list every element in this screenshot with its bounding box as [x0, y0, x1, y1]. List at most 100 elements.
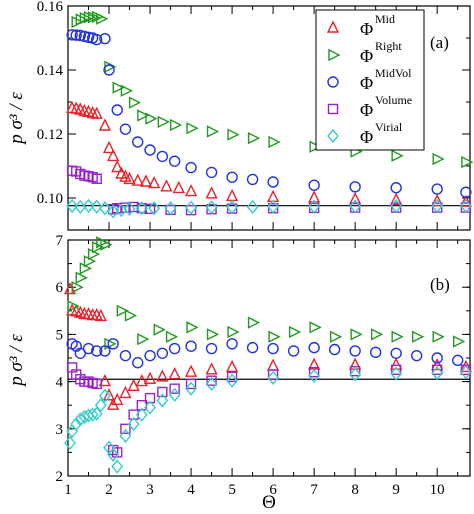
point-virial [267, 370, 280, 385]
point-right [268, 135, 281, 149]
point-midvol [156, 347, 169, 359]
point-right [247, 132, 261, 145]
point-right [112, 81, 125, 94]
y-tick-label: 5 [56, 327, 64, 343]
point-virial [308, 368, 321, 384]
point-mid [90, 106, 103, 119]
point-volume [169, 383, 180, 394]
point-volume [267, 369, 279, 380]
point-right [157, 115, 170, 128]
point-right [153, 323, 166, 336]
point-mid [459, 194, 473, 207]
point-midvol [91, 345, 103, 357]
point-midvol [267, 176, 279, 188]
point-right [169, 118, 183, 132]
point-midvol [99, 32, 111, 45]
y-tick-label: 3 [56, 422, 64, 438]
point-right [87, 11, 101, 24]
point-midvol [185, 340, 197, 352]
point-virial [205, 200, 218, 215]
point-volume [308, 366, 320, 378]
series-virial [64, 365, 472, 474]
point-mid [123, 171, 136, 185]
point-right [391, 149, 404, 162]
legend-sup-midvol: MidVol [375, 66, 412, 80]
point-midvol [226, 338, 238, 350]
legend-label-midvol: Φ [360, 73, 373, 93]
legend-marker-volume [327, 103, 339, 115]
point-right [432, 152, 445, 166]
point-virial [459, 365, 472, 380]
point-virial [308, 199, 321, 214]
point-mid [205, 362, 218, 375]
point-virial [144, 400, 156, 415]
point-right [370, 328, 384, 341]
point-right [71, 281, 84, 294]
x-tick-label: 8 [351, 482, 359, 498]
point-midvol [328, 343, 341, 356]
point-right [288, 325, 302, 339]
point-virial [349, 367, 362, 382]
point-midvol [119, 349, 132, 362]
x-tick-label: 1 [64, 482, 72, 498]
legend-sup-mid: Mid [375, 12, 395, 26]
point-right [137, 109, 150, 122]
point-mid [148, 176, 161, 189]
point-volume [91, 378, 102, 390]
point-mid [431, 357, 444, 371]
point-right [309, 140, 322, 153]
y-tick-label: 0.16 [37, 0, 64, 15]
point-virial [226, 199, 238, 215]
point-midvol [74, 347, 87, 359]
point-virial [111, 459, 124, 474]
panel-b-xlabel: Θ [262, 492, 276, 513]
panel-b-label: (b) [430, 275, 450, 294]
point-midvol [91, 33, 103, 46]
point-virial [127, 416, 140, 432]
panel-b-x-tick-labels: 1 2 3 4 5 6 7 8 9 10 [64, 482, 444, 498]
point-virial [156, 393, 169, 408]
point-right [116, 304, 129, 317]
point-mid [131, 173, 144, 186]
point-midvol [205, 166, 218, 179]
point-midvol [349, 345, 361, 357]
point-virial [74, 412, 87, 427]
point-right [329, 330, 343, 343]
panel-b-ylabel: p σ³ / ε [6, 334, 27, 388]
point-mid [168, 366, 181, 380]
panel-b-marks [63, 236, 473, 474]
point-volume [185, 378, 197, 390]
point-midvol [431, 352, 443, 364]
point-volume [91, 173, 102, 185]
legend-marker-midvol [327, 76, 339, 88]
point-virial [185, 200, 197, 215]
point-right [100, 238, 113, 251]
point-midvol [82, 31, 95, 44]
point-mid [98, 118, 112, 131]
point-virial [349, 199, 362, 214]
point-virial [390, 198, 403, 214]
point-midvol [66, 29, 78, 41]
point-volume [120, 423, 131, 434]
panel-a-label: (a) [430, 33, 449, 52]
point-mid [111, 392, 124, 406]
point-virial [205, 376, 218, 392]
point-midvol [70, 29, 82, 41]
point-volume [349, 366, 361, 377]
point-midvol [107, 338, 119, 350]
point-virial [123, 201, 136, 216]
point-right [67, 299, 80, 313]
panel-a-y-tick-labels: 0.10 0.12 0.14 0.16 [37, 0, 64, 207]
point-midvol [156, 150, 169, 163]
point-right [227, 128, 240, 141]
point-right [96, 12, 109, 25]
point-mid [431, 193, 444, 207]
point-volume [431, 364, 443, 375]
point-mid [205, 186, 218, 199]
point-volume [390, 364, 402, 375]
point-mid [111, 160, 124, 173]
point-virial [164, 201, 177, 216]
point-virial [431, 366, 444, 381]
